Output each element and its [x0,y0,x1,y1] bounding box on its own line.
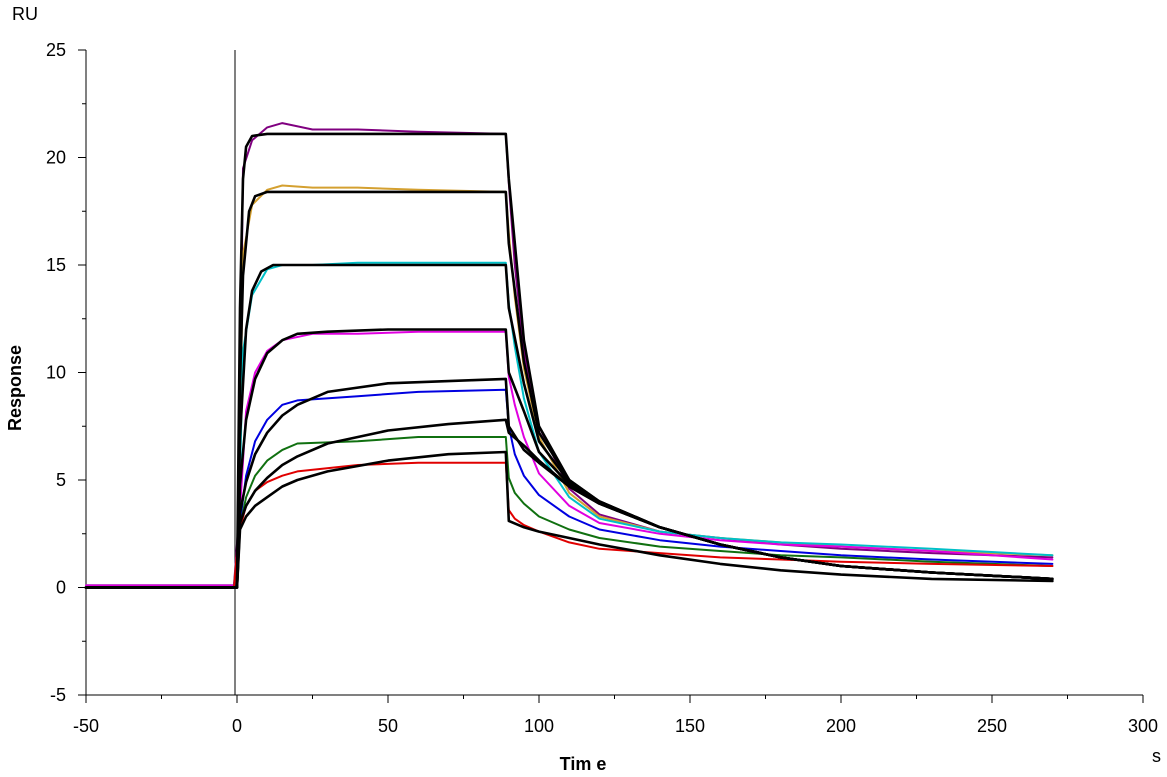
y-axis-ticks: -5 0 5 10 15 20 25 [46,40,86,705]
fit-curve [84,418,1054,589]
y-tick-label: 0 [56,578,66,598]
x-unit-label: s [1152,746,1161,766]
y-axis-title: Response [5,345,25,431]
series-layer [84,122,1054,589]
y-tick-label: 20 [46,148,66,168]
x-tick-label: 100 [524,716,554,736]
fit-curve [84,190,1054,589]
fit-curve [84,132,1054,589]
measured-curve [85,330,1054,587]
x-tick-label: 0 [232,716,242,736]
y-tick-label: 15 [46,255,66,275]
x-axis-title: Tim e [560,754,607,774]
measured-curve [85,436,1054,589]
y-tick-label: 25 [46,40,66,60]
y-tick-label: -5 [50,685,66,705]
x-tick-label: 300 [1128,716,1158,736]
x-axis-ticks: -50 0 50 100 150 200 250 300 [73,695,1158,736]
x-tick-label: 150 [675,716,705,736]
x-tick-label: 50 [378,716,398,736]
fit-curve [84,450,1054,589]
fit-curve [84,328,1054,589]
measured-curve [85,184,1054,587]
x-tick-label: 200 [826,716,856,736]
x-tick-label: -50 [73,716,99,736]
x-tick-label: 250 [977,716,1007,736]
y-tick-label: 5 [56,470,66,490]
y-unit-label: RU [12,4,38,24]
y-tick-label: 10 [46,363,66,383]
